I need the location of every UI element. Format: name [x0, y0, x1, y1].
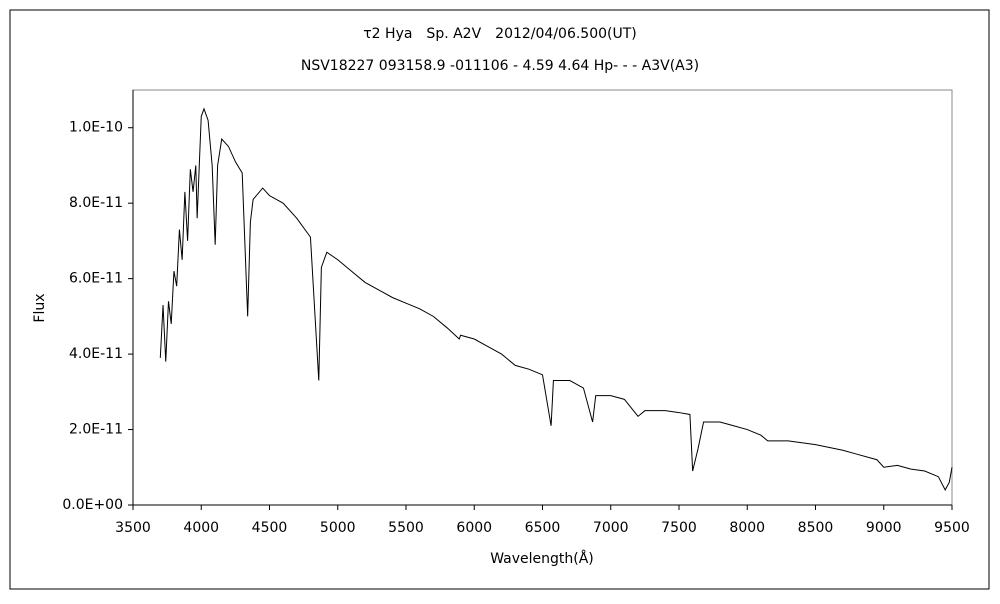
y-axis-label: Flux [32, 293, 48, 322]
y-tick-label: 2.0E-11 [69, 422, 123, 438]
x-tick-label: 5000 [320, 520, 356, 536]
x-tick-label: 6500 [525, 520, 561, 536]
y-tick-label: 6.0E-11 [69, 271, 123, 287]
x-tick-label: 9500 [934, 520, 970, 536]
chart-title: τ2 Hya Sp. A2V 2012/04/06.500(UT) [363, 26, 637, 42]
x-tick-label: 4500 [252, 520, 288, 536]
spectrum-line [159, 107, 953, 491]
x-tick-label: 8500 [798, 520, 834, 536]
x-tick-label: 6000 [456, 520, 492, 536]
x-tick-label: 7000 [593, 520, 629, 536]
y-tick-label: 8.0E-11 [69, 195, 123, 211]
x-tick-label: 5500 [388, 520, 424, 536]
x-axis-label: Wavelength(Å) [490, 550, 594, 567]
x-tick-label: 3500 [115, 520, 151, 536]
y-tick-label: 4.0E-11 [69, 346, 123, 362]
x-tick-label: 4000 [183, 520, 219, 536]
x-tick-label: 8000 [729, 520, 765, 536]
frame [9, 9, 990, 590]
y-tick-label: 0.0E+00 [62, 497, 123, 513]
x-tick-label: 9000 [866, 520, 902, 536]
chart-subtitle: NSV18227 093158.9 -011106 - 4.59 4.64 Hp… [301, 58, 699, 74]
x-tick-label: 7500 [661, 520, 697, 536]
y-tick-label: 1.0E-10 [69, 120, 123, 136]
